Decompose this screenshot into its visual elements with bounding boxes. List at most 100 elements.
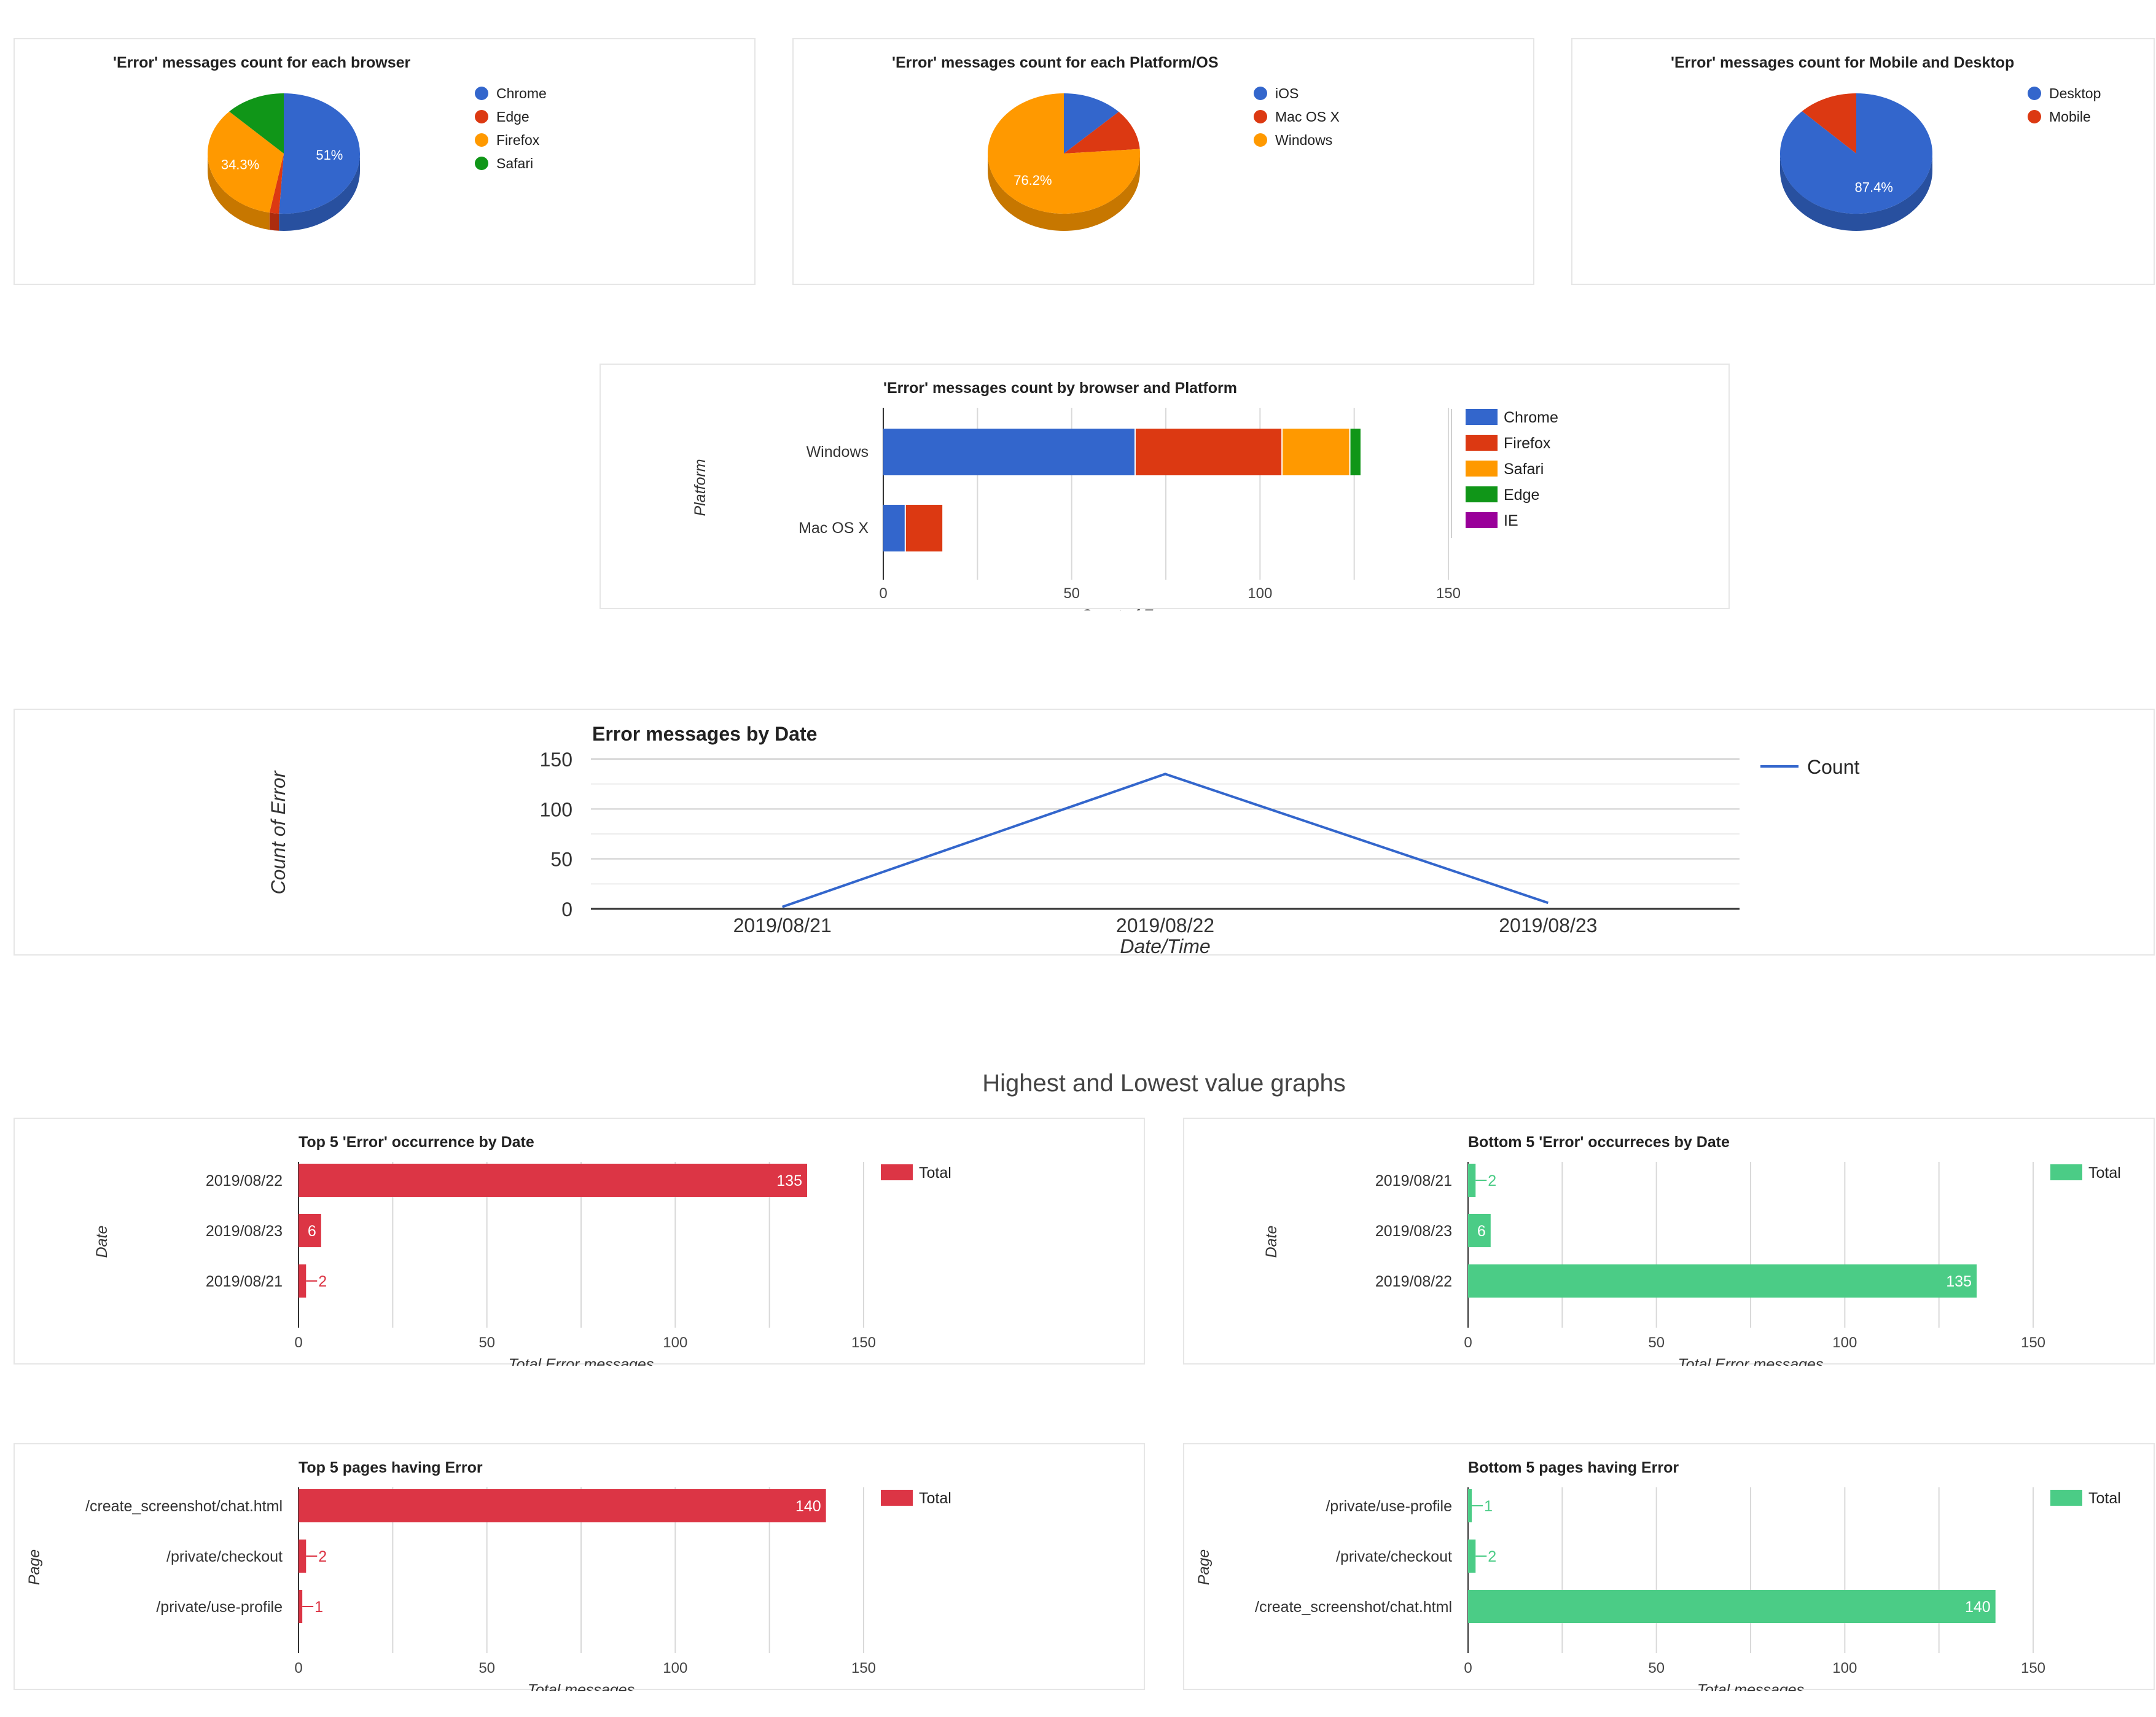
pie-side-firefox <box>208 154 270 230</box>
y-tick-label: 50 <box>550 849 572 871</box>
legend-label-ie: IE <box>1504 512 1518 529</box>
y-tick-label: 100 <box>540 798 572 820</box>
category-label: 2019/08/21 <box>206 1273 283 1290</box>
legend-label-edge: Edge <box>1504 486 1539 504</box>
legend-label-ios: iOS <box>1275 85 1299 101</box>
top-date-panel: Top 5 'Error' occurrence by Date 0 50 100 15… <box>14 1118 1145 1366</box>
legend-dot-ios <box>1254 87 1267 100</box>
pie-chart-browser: 'Error' messages count for each browser 5… <box>113 54 547 231</box>
chart-title: 'Error' messages count by browser and Pl… <box>883 380 1237 397</box>
section-heading: Highest and Lowest value graphs <box>982 1070 1346 1097</box>
y-axis-title: Page <box>26 1549 43 1585</box>
x-axis-title: Count of Error messages <box>1080 607 1251 610</box>
category-label: 2019/08/22 <box>206 1172 283 1189</box>
bar-segment-safari <box>1283 429 1349 475</box>
x-tick-label: 50 <box>1648 1660 1665 1676</box>
top-pages-panel: Top 5 pages having Error 0 50 100 150/create… <box>14 1443 1145 1691</box>
category-label: /private/checkout <box>1336 1548 1452 1565</box>
chart-title: Top 5 pages having Error <box>299 1459 483 1476</box>
category-label: /create_screenshot/chat.html <box>85 1498 283 1515</box>
pie-panel-device: 'Error' messages count for Mobile and De… <box>1571 38 2155 285</box>
x-tick-label: 150 <box>1436 585 1461 602</box>
bar <box>299 1164 807 1197</box>
legend-dot-mac-os-x <box>1254 110 1267 123</box>
x-axis-title: Date/Time <box>1120 935 1210 957</box>
bar <box>1468 1264 1977 1298</box>
legend-dot-mobile <box>2028 110 2041 123</box>
bar-value-label: 135 <box>1946 1273 1972 1290</box>
category-label: /private/checkout <box>166 1548 283 1565</box>
legend-label-chrome: Chrome <box>496 85 547 101</box>
y-axis-title: Date <box>1263 1226 1280 1258</box>
pie-chart-device: 'Error' messages count for Mobile and De… <box>1671 54 2101 231</box>
category-label: 2019/08/23 <box>1375 1223 1452 1240</box>
pie-slice-safari <box>229 93 284 154</box>
bottom-date-panel: Bottom 5 'Error' occurreces by Date 0 50 10… <box>1183 1118 2155 1366</box>
x-tick-label: 0 <box>879 585 887 602</box>
pie-slice-chrome <box>279 93 361 214</box>
pie-slice-edge <box>269 154 284 214</box>
category-label: 2019/08/21 <box>1375 1172 1452 1189</box>
category-label: Windows <box>807 443 869 461</box>
x-tick-label: 2019/08/23 <box>1499 914 1597 936</box>
chart-title: 'Error' messages count for Mobile and De… <box>1671 54 2014 71</box>
bar-value-label: 1 <box>1484 1498 1493 1515</box>
pie-panel-platform: 'Error' messages count for each Platform… <box>792 38 1534 285</box>
x-axis-title: Total messages <box>528 1681 635 1691</box>
pie-slice-mobile <box>1802 93 1856 154</box>
legend-label-desktop: Desktop <box>2049 85 2101 101</box>
x-tick-label: 100 <box>663 1334 687 1351</box>
legend-swatch-firefox <box>1466 435 1498 451</box>
y-axis-title: Date <box>93 1226 111 1258</box>
bar <box>299 1489 826 1522</box>
x-tick-label: 150 <box>851 1334 876 1351</box>
bar-value-label: 135 <box>776 1172 802 1189</box>
y-tick-label: 150 <box>540 749 572 771</box>
bar-segment-chrome <box>883 429 1135 475</box>
bar <box>299 1540 307 1573</box>
line-chart-panel: Error messages by Date 0 50 100 150 2019/08/2… <box>14 709 2155 957</box>
legend-dot-chrome <box>475 87 488 100</box>
top-pages-chart: Top 5 pages having Error 0 50 100 150/create… <box>26 1459 951 1691</box>
legend-swatch-total <box>2050 1164 2082 1180</box>
top-date-chart: Top 5 'Error' occurrence by Date 0 50 100 15… <box>93 1134 951 1366</box>
legend-swatch-safari <box>1466 461 1498 477</box>
legend-label-safari: Safari <box>496 155 533 171</box>
legend-label-total: Total <box>2088 1490 2121 1507</box>
chart-title: Bottom 5 pages having Error <box>1468 1459 1679 1476</box>
legend-label-total: Total <box>919 1164 951 1182</box>
legend-label-safari: Safari <box>1504 461 1544 478</box>
legend-label-mac-os-x: Mac OS X <box>1275 109 1340 125</box>
pie-slice-mac-os-x <box>1064 112 1140 154</box>
bar-value-label: 140 <box>795 1498 821 1515</box>
bar-segment-firefox <box>905 505 943 551</box>
legend-swatch-edge <box>1466 486 1498 502</box>
category-label: /private/use-profile <box>1326 1498 1452 1515</box>
pie-label-chrome: 51% <box>316 147 343 163</box>
legend-swatch-total <box>2050 1490 2082 1506</box>
bar-segment-edge <box>1350 429 1361 475</box>
x-tick-label: 100 <box>1832 1334 1857 1351</box>
x-tick-label: 100 <box>1248 585 1272 602</box>
legend-dot-safari <box>475 157 488 170</box>
stacked-bar-chart: 'Error' messages count by browser and Pl… <box>692 380 1558 610</box>
legend-label-firefox: Firefox <box>1504 435 1551 452</box>
x-tick-label: 2019/08/22 <box>1116 914 1214 936</box>
bar <box>1468 1489 1472 1522</box>
pie-panel-browser: 'Error' messages count for each browser 5… <box>14 38 756 285</box>
chart-title: Bottom 5 'Error' occurreces by Date <box>1468 1134 1730 1151</box>
stacked-bar-panel: 'Error' messages count by browser and Pl… <box>600 364 1730 610</box>
category-label: 2019/08/22 <box>1375 1273 1452 1290</box>
legend-label-mobile: Mobile <box>2049 109 2091 125</box>
bar-value-label: 2 <box>318 1548 327 1565</box>
bar <box>1468 1164 1476 1197</box>
x-axis-title: Total Error messages <box>509 1356 654 1366</box>
x-tick-label: 0 <box>1464 1660 1472 1676</box>
x-tick-label: 2019/08/21 <box>733 914 832 936</box>
bottom-date-chart: Bottom 5 'Error' occurreces by Date 0 50 10… <box>1263 1134 2121 1366</box>
bar-value-label: 6 <box>308 1223 316 1240</box>
bar <box>299 1590 303 1623</box>
legend-dot-desktop <box>2028 87 2041 100</box>
x-tick-label: 50 <box>1063 585 1080 602</box>
bar-segment-firefox <box>1135 429 1282 475</box>
